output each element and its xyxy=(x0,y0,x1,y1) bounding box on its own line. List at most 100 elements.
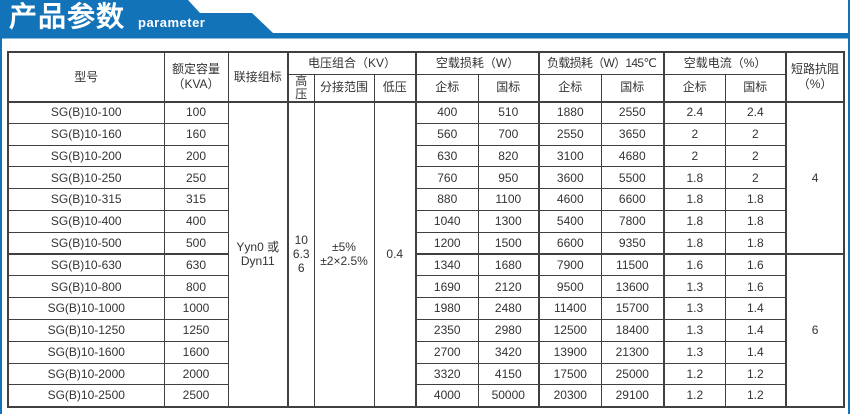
value-cell: 6600 xyxy=(538,231,602,255)
value-cell: 1200 xyxy=(415,231,479,255)
model-cell: SG(B)10-630 xyxy=(7,253,165,277)
page-subtitle: parameter xyxy=(138,15,206,30)
value-cell: 1.8 xyxy=(724,209,787,233)
header-capacity: 额定容量（KVA） xyxy=(163,51,229,102)
value-cell: 760 xyxy=(415,166,479,190)
parameter-table: 型号 额定容量（KVA） 联接组标 电压组合（KV） 空载损耗（W） 负载损耗（… xyxy=(7,51,846,408)
value-cell: 1.2 xyxy=(724,384,787,408)
model-cell: SG(B)10-1600 xyxy=(7,340,165,364)
header-lv: 低压 xyxy=(373,73,417,102)
table-row: SG(B)10-160 160 560 700 2550 3650 2 2 xyxy=(7,122,844,146)
capacity-cell: 160 xyxy=(163,122,229,146)
value-cell: 2550 xyxy=(538,122,602,146)
header-nlc-enterprise: 企标 xyxy=(663,73,726,102)
header-ll-enterprise: 企标 xyxy=(538,73,602,102)
value-cell: 12500 xyxy=(538,318,602,342)
value-cell: 1.8 xyxy=(724,188,787,211)
capacity-cell: 400 xyxy=(163,209,229,233)
header-nll-enterprise: 企标 xyxy=(415,73,479,102)
value-cell: 1500 xyxy=(477,231,540,255)
header-nll-national: 国标 xyxy=(477,73,540,102)
section-banner: 产品参数 parameter xyxy=(0,0,850,40)
value-cell: 400 xyxy=(415,100,479,124)
value-cell: 1100 xyxy=(477,188,540,211)
value-cell: 2 xyxy=(724,166,787,190)
tap-range-cell: ±5% ±2×2.5% xyxy=(313,100,375,408)
value-cell: 1.6 xyxy=(724,253,787,277)
value-cell: 11500 xyxy=(600,253,665,277)
value-cell: 560 xyxy=(415,122,479,146)
page-left-accent-line xyxy=(0,0,2,414)
capacity-cell: 2500 xyxy=(163,384,229,408)
impedance-cell: 4 xyxy=(785,100,845,255)
value-cell: 2480 xyxy=(477,297,540,320)
table-header: 型号 额定容量（KVA） 联接组标 电压组合（KV） 空载损耗（W） 负载损耗（… xyxy=(7,51,845,102)
value-cell: 2.4 xyxy=(724,100,787,124)
table-row: SG(B)10-100 100 Yyn0 或 Dyn11 10 6.3 6 ±5% ±2×2.5… xyxy=(7,100,845,408)
header-voltage-group: 电压组合（KV） xyxy=(286,51,417,75)
value-cell: 7900 xyxy=(538,253,602,277)
value-cell: 1.8 xyxy=(663,231,726,255)
banner-shape xyxy=(0,0,850,39)
header-load-loss: 负载损耗（W）145℃ xyxy=(538,51,665,75)
value-cell: 3650 xyxy=(600,122,665,146)
value-cell: 18400 xyxy=(600,318,665,342)
table-body: SG(B)10-100 100 Yyn0 或 Dyn11 10 6.3 6 ±5% ±2×2.5… xyxy=(7,100,845,408)
value-cell: 1340 xyxy=(415,253,479,277)
value-cell: 29100 xyxy=(600,384,665,408)
model-cell: SG(B)10-800 xyxy=(7,275,165,299)
connection-cell: Yyn0 或 Dyn11 xyxy=(227,100,289,408)
value-cell: 1.3 xyxy=(663,297,726,320)
value-cell: 20300 xyxy=(538,384,602,408)
value-cell: 3420 xyxy=(477,340,540,364)
value-cell: 7800 xyxy=(600,209,665,233)
capacity-cell: 1000 xyxy=(163,297,229,320)
model-cell: SG(B)10-2500 xyxy=(7,384,165,408)
table-row: SG(B)10-500 500 1200 1500 6600 9350 1.8 1.8 xyxy=(7,231,844,255)
capacity-cell: 2000 xyxy=(163,362,229,386)
value-cell: 3600 xyxy=(538,166,602,190)
page-title: 产品参数 xyxy=(9,1,126,32)
value-cell: 15700 xyxy=(600,297,665,320)
value-cell: 3100 xyxy=(538,144,602,168)
value-cell: 2550 xyxy=(600,100,665,124)
value-cell: 820 xyxy=(477,144,540,168)
capacity-cell: 800 xyxy=(163,275,229,299)
value-cell: 700 xyxy=(477,122,540,146)
value-cell: 5500 xyxy=(600,166,665,190)
lv-cell: 0.4 xyxy=(373,100,417,408)
value-cell: 2350 xyxy=(415,318,479,342)
value-cell: 950 xyxy=(477,166,540,190)
header-no-load-loss: 空载损耗（W） xyxy=(415,51,540,75)
value-cell: 50000 xyxy=(477,384,540,408)
value-cell: 2980 xyxy=(477,318,540,342)
model-cell: SG(B)10-160 xyxy=(7,122,165,146)
value-cell: 2 xyxy=(724,144,787,168)
capacity-cell: 200 xyxy=(163,144,229,168)
value-cell: 1880 xyxy=(538,100,602,124)
value-cell: 1980 xyxy=(415,297,479,320)
value-cell: 1.2 xyxy=(663,384,726,408)
table-row: SG(B)10-2000 2000 3320 4150 17500 25000 1.2 1.2 xyxy=(7,362,844,386)
value-cell: 1.3 xyxy=(663,275,726,299)
value-cell: 510 xyxy=(477,100,540,124)
value-cell: 1.8 xyxy=(663,166,726,190)
value-cell: 1680 xyxy=(477,253,540,277)
value-cell: 1040 xyxy=(415,209,479,233)
header-tap-range: 分接范围 xyxy=(313,73,375,102)
table-row: SG(B)10-1250 1250 2350 2980 12500 18400 1.3 1.4 xyxy=(7,318,844,342)
header-hv: 高压 xyxy=(287,73,315,102)
value-cell: 1.2 xyxy=(663,362,726,386)
value-cell: 4150 xyxy=(477,362,540,386)
header-hv-text: 高压 xyxy=(295,74,308,101)
value-cell: 13600 xyxy=(600,275,665,299)
value-cell: 880 xyxy=(415,188,479,211)
value-cell: 1.6 xyxy=(724,275,787,299)
model-cell: SG(B)10-200 xyxy=(7,144,165,168)
capacity-cell: 500 xyxy=(163,231,229,255)
capacity-cell: 1250 xyxy=(163,318,229,342)
value-cell: 4600 xyxy=(538,188,602,211)
impedance-cell: 6 xyxy=(785,253,845,408)
value-cell: 13900 xyxy=(538,340,602,364)
value-cell: 5400 xyxy=(538,209,602,233)
